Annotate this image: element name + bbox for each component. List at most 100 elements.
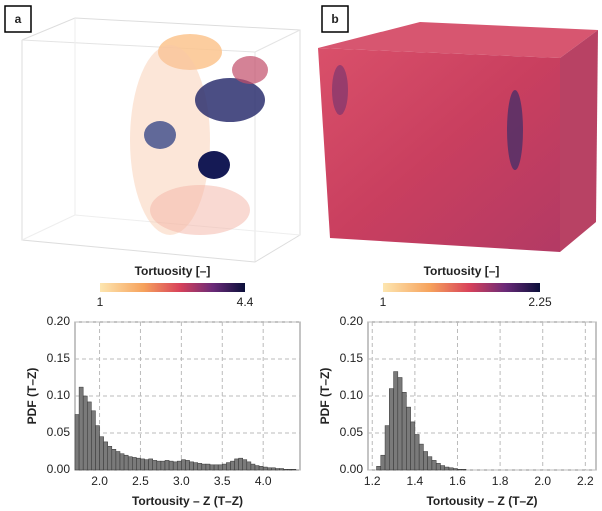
y-tick-label: 0.15: [47, 351, 71, 365]
bar: [250, 463, 256, 471]
bar: [82, 395, 88, 471]
colorbar-title: Tortuosity [–]: [135, 264, 211, 278]
x-axis-label: Tortousity – Z (T–Z): [132, 494, 243, 508]
bar: [123, 454, 129, 471]
bar: [238, 457, 243, 471]
bar: [291, 469, 297, 471]
render-b: [318, 22, 598, 252]
bar: [410, 421, 416, 471]
x-tick-label: 3.0: [173, 474, 190, 488]
bar: [262, 466, 268, 471]
bar: [156, 460, 162, 471]
bar: [380, 454, 386, 471]
x-tick-label: 1.6: [449, 474, 466, 488]
colorbar-b: [383, 283, 540, 292]
panel-label: b: [331, 12, 338, 26]
bar: [140, 458, 145, 471]
bar: [119, 453, 125, 471]
bar: [258, 466, 264, 471]
y-tick-label: 0.15: [340, 351, 364, 365]
bar: [457, 469, 463, 471]
bar: [376, 466, 382, 471]
colorbars: [100, 283, 540, 292]
y-tick-label: 0.00: [47, 462, 71, 476]
bar: [440, 465, 445, 471]
bar: [160, 460, 166, 471]
y-axis-label: PDF (T–Z): [318, 368, 332, 425]
x-tick-label: 4.0: [255, 474, 272, 488]
panel-label-box: [4, 5, 32, 33]
bar: [254, 465, 260, 471]
x-tick-label: 2.0: [91, 474, 108, 488]
bar: [393, 371, 399, 471]
bar: [217, 464, 223, 471]
y-tick-label: 0.00: [340, 462, 364, 476]
bar: [91, 410, 96, 471]
colorbar-tick-label: 2.25: [528, 295, 552, 309]
bar: [283, 469, 288, 471]
bar: [95, 425, 100, 471]
bar: [74, 414, 80, 471]
bar: [189, 461, 194, 471]
bar: [448, 467, 454, 471]
bar: [115, 451, 121, 471]
bar: [242, 459, 248, 471]
render-a: [21, 17, 301, 263]
bar: [197, 463, 203, 471]
bar: [103, 441, 108, 471]
y-tick-label: 0.10: [340, 388, 364, 402]
y-tick-label: 0.05: [340, 425, 364, 439]
y-tick-label: 0.10: [47, 388, 71, 402]
bar: [99, 436, 104, 471]
bar: [222, 463, 227, 471]
x-axis-label: Tortousity – Z (T–Z): [426, 494, 537, 508]
bar: [152, 460, 158, 471]
bar: [275, 468, 280, 471]
bar: [185, 460, 190, 471]
bar: [444, 466, 450, 471]
bar: [177, 460, 182, 471]
y-tick-label: 0.05: [47, 425, 71, 439]
bar: [418, 443, 424, 471]
x-tick-label: 1.4: [407, 474, 424, 488]
x-tick-label: 2.0: [534, 474, 551, 488]
bar: [431, 460, 437, 471]
bar: [107, 446, 113, 471]
bar: [168, 460, 174, 471]
colorbar-tick-label: 1: [97, 295, 104, 309]
bar: [136, 457, 141, 471]
bar: [209, 464, 215, 471]
bar: [164, 460, 170, 471]
colorbar-tick-label: 4.4: [237, 295, 254, 309]
bar: [144, 459, 149, 471]
bar: [132, 457, 137, 471]
bar: [127, 456, 133, 471]
bar: [213, 464, 219, 471]
bar: [87, 401, 92, 471]
bar: [246, 461, 252, 471]
x-tick-label: 1.8: [492, 474, 509, 488]
x-tick-label: 3.5: [214, 474, 231, 488]
bar: [271, 467, 276, 471]
colorbar-title: Tortuosity [–]: [424, 264, 500, 278]
bar: [406, 406, 411, 471]
bar: [78, 386, 84, 471]
bar: [423, 451, 428, 471]
bar: [201, 463, 207, 471]
bar: [452, 468, 458, 471]
x-tick-label: 2.2: [577, 474, 594, 488]
bar: [205, 463, 211, 471]
bar: [230, 460, 235, 471]
bar: [234, 458, 239, 471]
y-tick-label: 0.20: [47, 314, 71, 328]
bar: [401, 392, 407, 471]
x-tick-label: 1.2: [364, 474, 381, 488]
bar: [427, 456, 433, 471]
y-axis-label: PDF (T–Z): [25, 368, 39, 425]
colorbar-tick-label: 1: [380, 295, 387, 309]
bar: [181, 459, 186, 471]
y-tick-label: 0.20: [340, 314, 364, 328]
bar: [111, 449, 117, 471]
